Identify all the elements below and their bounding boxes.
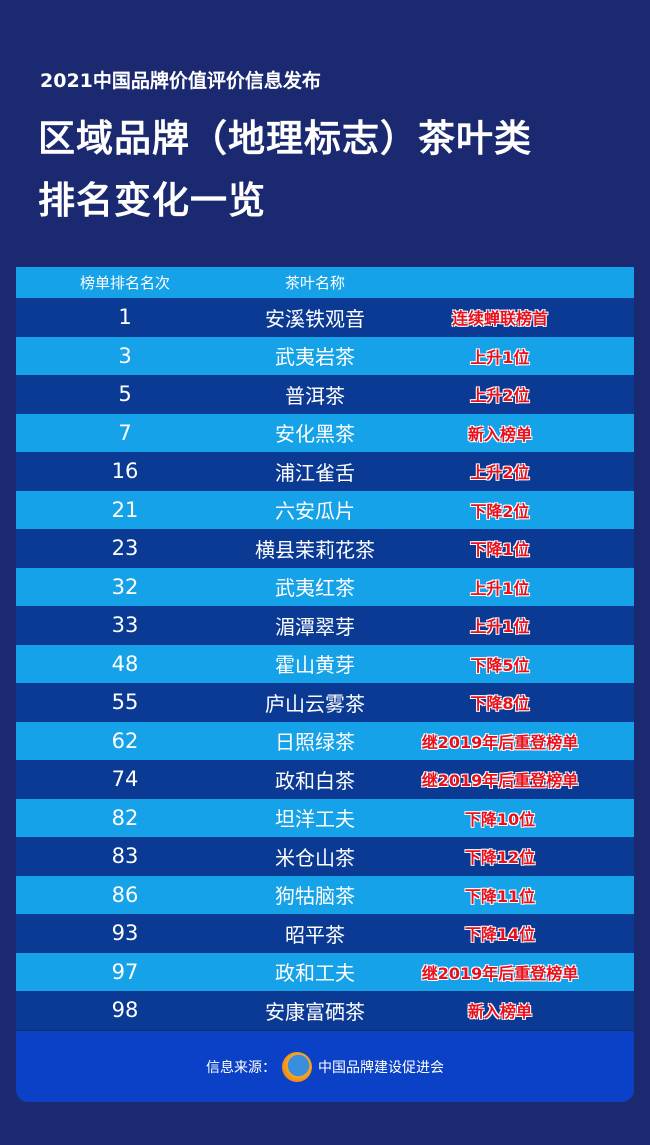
table-row: 93 昭平茶 下降14位 xyxy=(16,914,634,953)
change-cell: 继2019年后重登榜单 xyxy=(421,963,579,983)
rank-cell: 83 xyxy=(111,844,139,869)
rank-cell: 3 xyxy=(118,343,132,368)
table-row: 23 横县茉莉花茶 下降1位 xyxy=(16,529,634,568)
table-header: 榜单排名名次 茶叶名称 xyxy=(16,267,634,298)
ranking-table: 榜单排名名次 茶叶名称 1 安溪铁观音 连续蝉联榜首 3 武夷岩茶 上升1位 5 普洱茶 上升2… xyxy=(16,267,634,1030)
table-row: 62 日照绿茶 继2019年后重登榜单 xyxy=(16,721,634,760)
change-cell: 新入榜单 xyxy=(467,424,532,444)
table-row: 1 安溪铁观音 连续蝉联榜首 xyxy=(16,298,634,337)
change-cell: 下降1位 xyxy=(470,540,530,560)
rank-cell: 98 xyxy=(111,998,139,1023)
change-cell: 上升1位 xyxy=(470,617,530,637)
source-name: 中国品牌建设促进会 xyxy=(318,1059,444,1076)
name-cell: 武夷红茶 xyxy=(275,576,355,601)
table-row: 7 安化黑茶 新入榜单 xyxy=(16,413,634,452)
source-label: 信息来源： xyxy=(206,1059,276,1076)
rank-cell: 74 xyxy=(111,767,139,792)
rank-cell: 16 xyxy=(111,459,139,484)
table-row: 83 米仓山茶 下降12位 xyxy=(16,837,634,876)
change-cell: 下降5位 xyxy=(470,655,530,675)
change-cell: 继2019年后重登榜单 xyxy=(421,771,579,791)
name-cell: 狗牯脑茶 xyxy=(275,884,355,909)
name-cell: 坦洋工夫 xyxy=(275,807,355,832)
table-row: 97 政和工夫 继2019年后重登榜单 xyxy=(16,952,634,991)
globe-logo-icon xyxy=(282,1051,312,1082)
change-cell: 上升1位 xyxy=(470,578,530,598)
page-title-line2: 排名变化一览 xyxy=(38,179,266,222)
rank-cell: 1 xyxy=(118,305,132,330)
name-cell: 政和白茶 xyxy=(275,768,355,793)
name-cell: 武夷岩茶 xyxy=(275,345,355,370)
change-cell: 继2019年后重登榜单 xyxy=(421,732,579,752)
table-row: 33 湄潭翠芽 上升1位 xyxy=(16,606,634,645)
column-header-name: 茶叶名称 xyxy=(284,274,345,292)
page-title: 区域品牌（地理标志）茶叶类 xyxy=(38,117,532,160)
subtitle: 2021中国品牌价值评价信息发布 xyxy=(40,70,321,92)
name-cell: 安康富硒茶 xyxy=(265,999,365,1024)
change-cell: 下降2位 xyxy=(470,501,530,521)
rank-cell: 33 xyxy=(111,613,139,638)
change-cell: 下降11位 xyxy=(464,886,536,906)
table-row: 86 狗牯脑茶 下降11位 xyxy=(16,875,634,914)
name-cell: 横县茉莉花茶 xyxy=(255,537,375,562)
table-row: 82 坦洋工夫 下降10位 xyxy=(16,798,634,837)
rank-cell: 23 xyxy=(111,536,139,561)
rank-cell: 48 xyxy=(111,651,139,676)
table-row: 74 政和白茶 继2019年后重登榜单 xyxy=(16,760,634,799)
change-cell: 下降12位 xyxy=(464,848,536,868)
name-cell: 六安瓜片 xyxy=(275,499,355,524)
rank-cell: 7 xyxy=(118,420,132,445)
table-row: 32 武夷红茶 上升1位 xyxy=(16,567,634,606)
table-row: 48 霍山黄芽 下降5位 xyxy=(16,644,634,683)
name-cell: 安化黑茶 xyxy=(275,422,355,447)
name-cell: 米仓山茶 xyxy=(275,845,355,870)
table-row: 55 庐山云雾茶 下降8位 xyxy=(16,683,634,722)
change-cell: 上升2位 xyxy=(470,386,530,406)
rank-cell: 93 xyxy=(111,921,139,946)
table-row: 98 安康富硒茶 新入榜单 xyxy=(16,991,634,1030)
change-cell: 下降8位 xyxy=(470,694,530,714)
rank-cell: 32 xyxy=(111,574,139,599)
table-row: 3 武夷岩茶 上升1位 xyxy=(16,336,634,375)
name-cell: 霍山黄芽 xyxy=(275,653,355,678)
name-cell: 浦江雀舌 xyxy=(275,460,355,485)
rank-cell: 5 xyxy=(118,382,132,407)
column-header-rank: 榜单排名名次 xyxy=(79,274,170,292)
rank-cell: 55 xyxy=(111,690,139,715)
table-row: 21 六安瓜片 下降2位 xyxy=(16,490,634,529)
name-cell: 昭平茶 xyxy=(285,922,345,947)
rank-cell: 82 xyxy=(111,805,139,830)
name-cell: 日照绿茶 xyxy=(275,730,355,755)
change-cell: 上升2位 xyxy=(470,463,530,483)
change-cell: 新入榜单 xyxy=(467,1002,532,1022)
rank-cell: 86 xyxy=(111,882,139,907)
name-cell: 庐山云雾茶 xyxy=(265,691,365,716)
name-cell: 安溪铁观音 xyxy=(265,306,365,331)
change-cell: 下降10位 xyxy=(464,809,536,829)
table-row: 5 普洱茶 上升2位 xyxy=(16,375,634,414)
rank-cell: 97 xyxy=(111,959,139,984)
name-cell: 湄潭翠芽 xyxy=(275,614,355,639)
source-footer: 信息来源： 中国品牌建设促进会 xyxy=(16,1031,634,1102)
table-row: 16 浦江雀舌 上升2位 xyxy=(16,452,634,491)
rank-cell: 62 xyxy=(111,728,139,753)
change-cell: 上升1位 xyxy=(470,347,530,367)
rank-cell: 21 xyxy=(111,497,139,522)
name-cell: 政和工夫 xyxy=(275,961,355,986)
change-cell: 下降14位 xyxy=(464,925,536,945)
change-cell: 连续蝉联榜首 xyxy=(451,309,548,329)
name-cell: 普洱茶 xyxy=(285,383,345,408)
